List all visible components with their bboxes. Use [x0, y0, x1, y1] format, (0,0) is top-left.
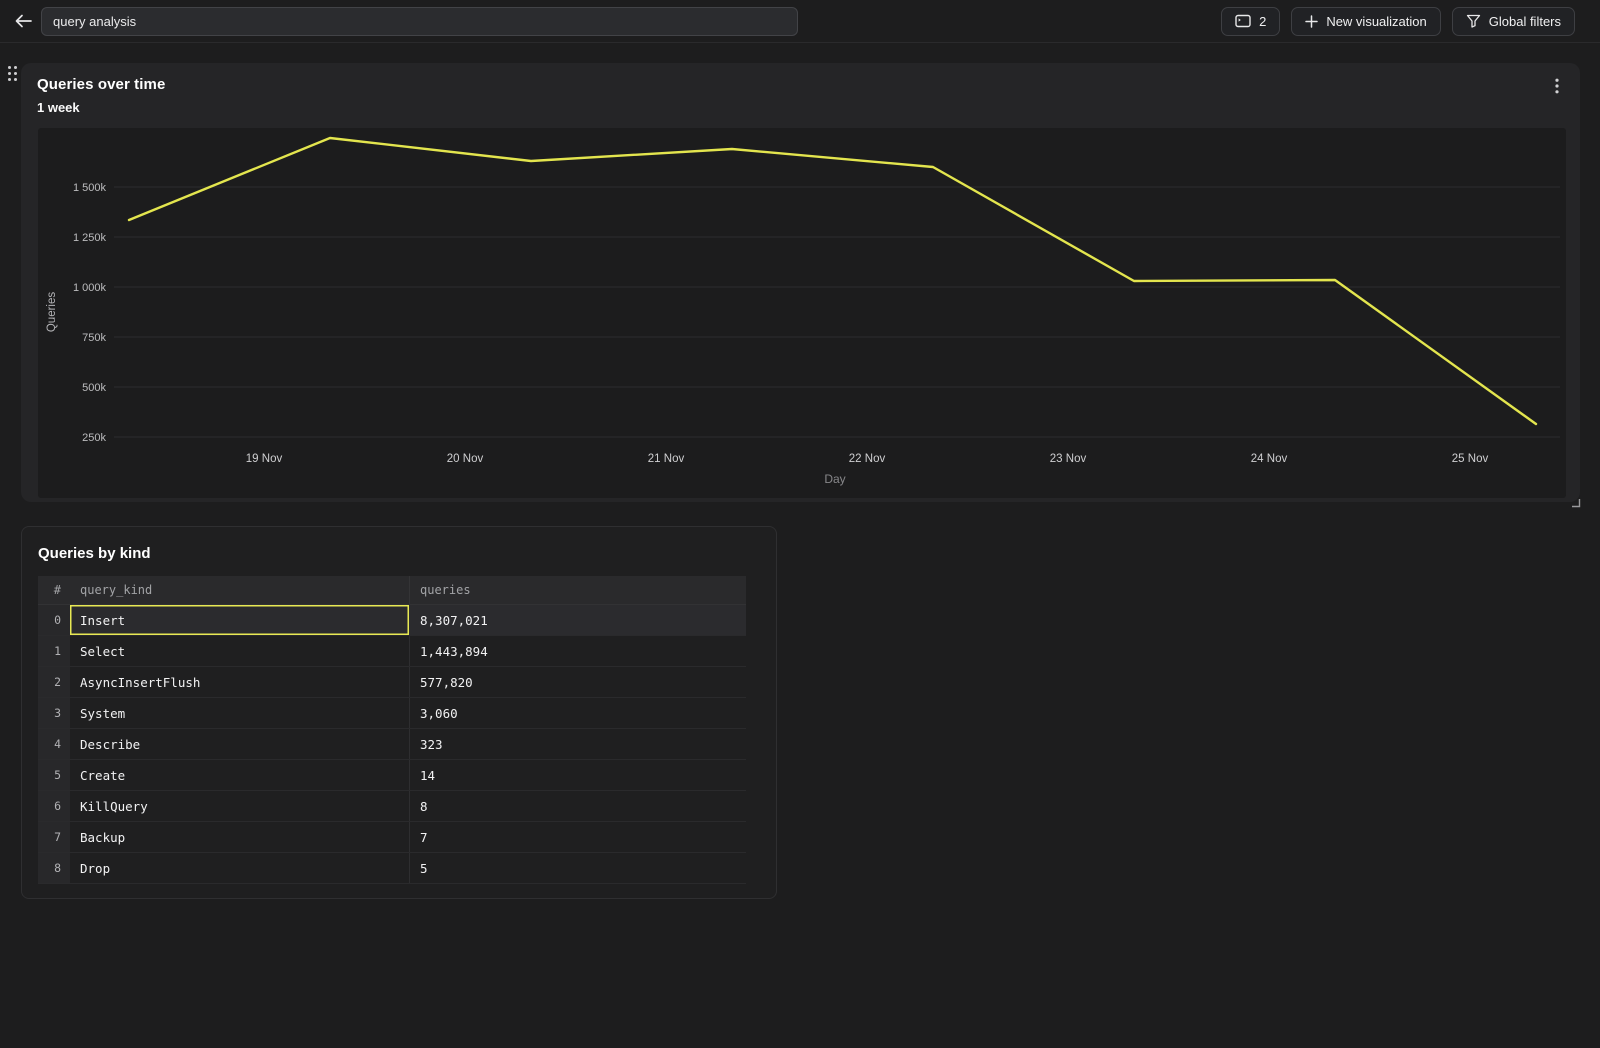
table-row: 2AsyncInsertFlush577,820	[38, 667, 746, 698]
screens-button[interactable]: 2	[1221, 7, 1280, 36]
topbar-actions: 2 New visualization Global filters	[1221, 7, 1575, 36]
console-window-icon	[1235, 14, 1251, 28]
x-tick-label: 24 Nov	[1251, 453, 1288, 465]
table-row: 7Backup7	[38, 822, 746, 853]
y-tick-label: 250k	[82, 432, 106, 444]
queries-by-kind-table: #query_kindqueries0Insert8,307,0211Selec…	[38, 576, 746, 884]
global-filters-label: Global filters	[1489, 14, 1561, 29]
dashboard-title-input[interactable]	[41, 7, 798, 36]
y-tick-label: 1 250k	[73, 232, 107, 244]
screens-count: 2	[1259, 14, 1266, 29]
filter-funnel-icon	[1466, 14, 1481, 28]
x-tick-label: 25 Nov	[1452, 453, 1489, 465]
panel-menu-button[interactable]	[1546, 75, 1568, 97]
dashboard-canvas: Queries over time 1 week 1 500k 1 250k 1 0…	[0, 43, 1600, 1047]
queries-cell[interactable]: 8,307,021	[409, 605, 746, 635]
back-button[interactable]	[10, 8, 36, 34]
queries-cell[interactable]: 1,443,894	[409, 636, 746, 666]
queries-cell[interactable]: 577,820	[409, 667, 746, 697]
kebab-menu-icon	[1555, 78, 1559, 94]
queries-cell[interactable]: 7	[409, 822, 746, 852]
y-tick-label: 750k	[82, 332, 106, 344]
x-tick-label: 23 Nov	[1050, 453, 1087, 465]
query-kind-cell[interactable]: Drop	[70, 853, 409, 883]
x-tick-label: 22 Nov	[849, 453, 886, 465]
plus-icon	[1305, 15, 1318, 28]
row-index-cell: 7	[38, 822, 70, 852]
queries-cell[interactable]: 14	[409, 760, 746, 790]
query-kind-cell[interactable]: Insert	[70, 605, 409, 635]
row-index-cell: 0	[38, 605, 70, 635]
table-row: 0Insert8,307,021	[38, 605, 746, 636]
query-kind-cell[interactable]: Select	[70, 636, 409, 666]
panel-resize-handle[interactable]	[1568, 495, 1582, 509]
query-kind-cell[interactable]: Create	[70, 760, 409, 790]
resize-corner-icon	[1570, 497, 1581, 508]
column-header-index[interactable]: #	[38, 576, 70, 604]
queries-cell[interactable]: 323	[409, 729, 746, 759]
table-row: 3System3,060	[38, 698, 746, 729]
new-visualization-label: New visualization	[1326, 14, 1426, 29]
row-index-cell: 1	[38, 636, 70, 666]
row-index-cell: 3	[38, 698, 70, 728]
table-row: 4Describe323	[38, 729, 746, 760]
query-kind-cell[interactable]: System	[70, 698, 409, 728]
query-kind-cell[interactable]: Describe	[70, 729, 409, 759]
table-row: 8Drop5	[38, 853, 746, 884]
queries-cell[interactable]: 5	[409, 853, 746, 883]
panel-drag-handle-icon[interactable]	[8, 66, 20, 84]
line-chart-plot-area[interactable]: 1 500k 1 250k 1 000k 750k 500k 250k 19 Nov 20 N…	[38, 128, 1566, 498]
back-arrow-icon	[15, 14, 32, 28]
row-index-cell: 4	[38, 729, 70, 759]
y-tick-label: 1 000k	[73, 282, 107, 294]
chart-panel-subtitle: 1 week	[37, 100, 80, 115]
series-line	[129, 138, 1536, 424]
queries-over-time-chart: 1 500k 1 250k 1 000k 750k 500k 250k 19 Nov 20 N…	[38, 128, 1566, 498]
table-panel-title: Queries by kind	[38, 545, 760, 562]
x-tick-label: 20 Nov	[447, 453, 484, 465]
queries-over-time-panel: Queries over time 1 week 1 500k 1 250k 1 0…	[21, 63, 1580, 502]
queries-cell[interactable]: 8	[409, 791, 746, 821]
column-header-query-kind[interactable]: query_kind	[70, 576, 409, 604]
query-kind-cell[interactable]: Backup	[70, 822, 409, 852]
topbar: 2 New visualization Global filters	[0, 0, 1600, 43]
x-tick-label: 21 Nov	[648, 453, 685, 465]
new-visualization-button[interactable]: New visualization	[1291, 7, 1440, 36]
table-header-row: #query_kindqueries	[38, 576, 746, 605]
global-filters-button[interactable]: Global filters	[1452, 7, 1575, 36]
table-row: 5Create14	[38, 760, 746, 791]
y-tick-label: 500k	[82, 382, 106, 394]
row-index-cell: 6	[38, 791, 70, 821]
x-tick-label: 19 Nov	[246, 453, 283, 465]
queries-by-kind-panel: Queries by kind #query_kindqueries0Inser…	[21, 526, 777, 899]
chart-panel-title: Queries over time	[37, 76, 165, 93]
y-tick-label: 1 500k	[73, 182, 107, 194]
y-axis-title: Queries	[46, 292, 58, 333]
table-row: 1Select1,443,894	[38, 636, 746, 667]
query-kind-cell[interactable]: AsyncInsertFlush	[70, 667, 409, 697]
row-index-cell: 2	[38, 667, 70, 697]
row-index-cell: 8	[38, 853, 70, 883]
x-axis-title: Day	[824, 472, 845, 486]
column-header-queries[interactable]: queries	[409, 576, 746, 604]
query-kind-cell[interactable]: KillQuery	[70, 791, 409, 821]
queries-cell[interactable]: 3,060	[409, 698, 746, 728]
table-row: 6KillQuery8	[38, 791, 746, 822]
row-index-cell: 5	[38, 760, 70, 790]
